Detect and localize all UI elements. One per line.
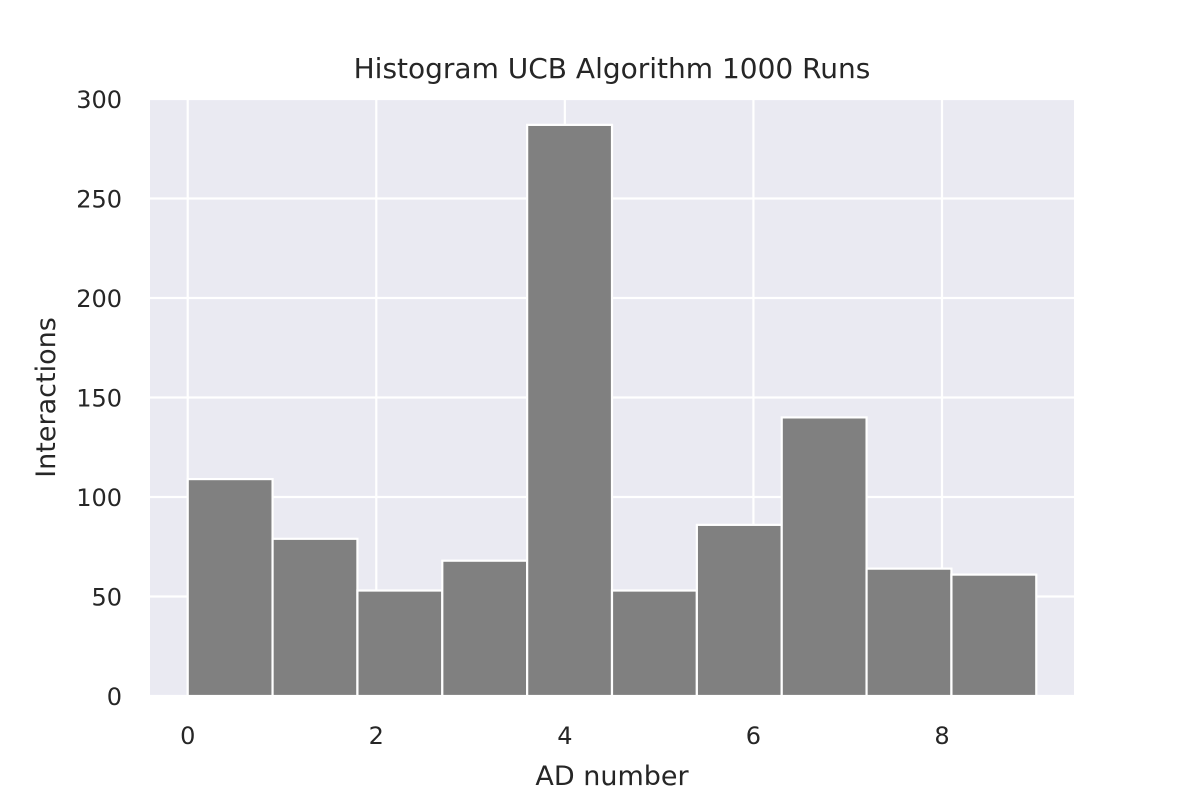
x-tick-label: 2: [369, 722, 384, 750]
histogram-bar: [865, 567, 953, 698]
y-tick-label: 150: [76, 385, 122, 413]
histogram-bar: [271, 537, 359, 698]
histogram-bar: [356, 589, 444, 698]
histogram-bar: [526, 123, 614, 698]
bars: [186, 123, 1038, 698]
y-tick-label: 200: [76, 285, 122, 313]
y-tick-label: 0: [107, 683, 122, 711]
histogram-bar: [950, 573, 1038, 698]
y-tick-label: 100: [76, 484, 122, 512]
chart-title: Histogram UCB Algorithm 1000 Runs: [354, 52, 871, 85]
y-tick-label: 300: [76, 86, 122, 114]
x-tick-label: 8: [934, 722, 949, 750]
y-axis-label: Interactions: [31, 317, 62, 478]
histogram-bar: [780, 416, 868, 698]
y-tick-labels: 0 50 100 150 200 250 300: [76, 86, 122, 711]
histogram-bar: [441, 559, 529, 698]
y-tick-label: 50: [91, 584, 122, 612]
x-tick-label: 6: [746, 722, 761, 750]
x-tick-labels: 0 2 4 6 8: [180, 722, 950, 750]
histogram-bar: [610, 589, 698, 698]
histogram-bar: [186, 477, 274, 698]
x-tick-label: 0: [180, 722, 195, 750]
x-axis-label: AD number: [535, 761, 689, 792]
histogram-bar: [695, 523, 783, 698]
x-tick-label: 4: [557, 722, 572, 750]
y-tick-label: 250: [76, 186, 122, 214]
